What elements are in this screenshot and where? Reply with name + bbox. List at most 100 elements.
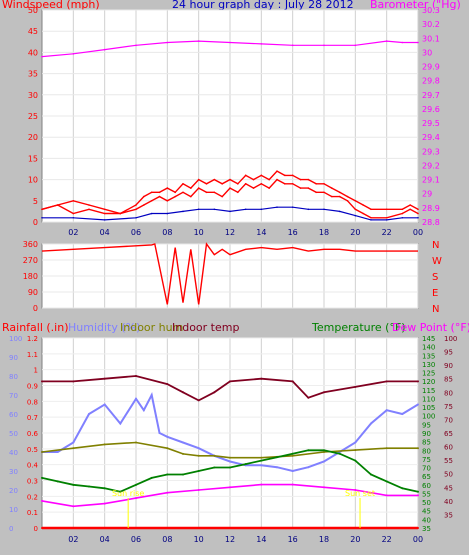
series-indoor-hum-point <box>291 454 294 457</box>
series-indoor-hum-point <box>182 452 184 455</box>
chart-title: 24 hour graph day : July 28 2012 <box>172 0 354 11</box>
humidity-tick-70: 70 <box>9 392 18 400</box>
rain-time-tick-18: 18 <box>319 535 329 544</box>
series-wind-gust-mph-point <box>72 200 75 202</box>
series-barometer-hg-point <box>197 40 200 42</box>
barometer-tick-labels: 28.8 28.9 29 29.1 29.2 29.3 29.4 29.5 29.6 29.7 29… <box>422 6 440 227</box>
series-average-wind-mph-point <box>197 208 200 211</box>
temperature-tick-80: 80 <box>422 447 431 455</box>
direction-grid <box>42 243 419 309</box>
series-wind-gust-mph-point <box>88 204 90 206</box>
series-wind-gust-mph-point <box>268 178 270 181</box>
direction-tick-90: 90 <box>28 288 38 297</box>
windspeed-tick-20: 20 <box>28 133 38 142</box>
series-wind-gust-mph-point <box>354 200 357 202</box>
series-wind-gust-mph-point <box>56 204 59 206</box>
temperature-tick-50: 50 <box>422 499 431 507</box>
series-windspeed-mph-point <box>158 195 161 198</box>
series-temperature-f-point <box>213 466 216 469</box>
series-windspeed-mph-point <box>190 195 192 198</box>
series-humidity-point <box>103 403 106 406</box>
direction-tick-0: 0 <box>33 304 38 313</box>
compass-label-4: N <box>432 304 439 315</box>
humidity-tick-60: 60 <box>9 411 18 419</box>
series-wind-gust-mph-point <box>143 195 145 198</box>
dewpoint-tick-85: 85 <box>444 376 453 384</box>
windspeed-tick-50: 50 <box>28 6 38 15</box>
series-indoor-temp-point <box>307 396 310 399</box>
temperature-tick-labels: 3540455055606570758085909510010511011512… <box>422 335 435 533</box>
series-average-wind-mph-point <box>401 216 404 219</box>
series-indoor-hum-point <box>197 454 200 457</box>
series-humidity-point <box>197 447 200 450</box>
series-indoor-temp-point <box>182 391 184 394</box>
series-average-wind-mph-point <box>103 219 106 221</box>
series-windspeed-mph-point <box>88 208 90 211</box>
series-windspeed-mph-point <box>268 187 270 189</box>
barometer-tick-29-1: 29.1 <box>422 176 440 185</box>
series-indoor-hum-point <box>417 447 419 450</box>
series-average-wind-mph-point <box>41 216 43 219</box>
humidity-tick-90: 90 <box>9 354 18 362</box>
series-wind-gust-mph-point <box>299 178 302 181</box>
series-barometer-hg-point <box>41 55 43 58</box>
series-wind-gust-mph-point <box>205 183 208 185</box>
series-barometer-hg-point <box>354 44 357 47</box>
series-wind-gust-mph-point <box>135 204 137 206</box>
series-average-wind-mph-line <box>42 206 418 221</box>
series-windspeed-mph-point <box>385 216 388 219</box>
humidity-tick-30: 30 <box>9 468 18 476</box>
series-indoor-temp-point <box>166 383 169 386</box>
barometer-tick-29-7: 29.7 <box>422 91 440 100</box>
temperature-tick-85: 85 <box>422 439 431 447</box>
series-wind-gust-mph-point <box>323 183 325 185</box>
rainfall-tick-0-3: 0.3 <box>27 478 38 486</box>
rainfall-tick-0-6: 0.6 <box>27 430 39 438</box>
series-wind-gust-mph-point <box>213 178 216 181</box>
series-temperature-f-point <box>135 483 137 486</box>
series-humidity-point <box>276 466 278 469</box>
series-average-wind-mph-point <box>291 206 294 208</box>
series-wind-gust-mph-point <box>158 191 161 194</box>
series-wind-gust-mph-point <box>244 174 247 177</box>
rain-time-tick-20: 20 <box>350 535 360 544</box>
series-windspeed-mph-point <box>197 187 200 189</box>
series-humidity-point <box>182 441 184 444</box>
dewpoint-tick-100: 100 <box>444 335 457 343</box>
series-average-wind-mph-point <box>150 212 153 215</box>
temperature-tick-145: 145 <box>422 335 435 343</box>
series-wind-gust-mph-point <box>166 187 169 189</box>
series-wind-gust-mph-point <box>119 212 122 215</box>
series-indoor-temp-point <box>229 380 231 383</box>
series-humidity-point <box>142 409 145 412</box>
series-dew-point-f-point <box>135 497 137 500</box>
temperature-tick-60: 60 <box>422 482 431 490</box>
series-wind-gust-mph-point <box>409 204 411 206</box>
series-temperature-f-point <box>354 459 357 462</box>
series-windspeed-mph-point <box>103 212 106 215</box>
series-windspeed-mph-point <box>362 212 364 215</box>
humidity-tick-20: 20 <box>9 487 18 495</box>
series-temperature-f-point <box>229 466 231 469</box>
series-windspeed-mph-point <box>166 200 169 202</box>
series-dew-point-f-point <box>417 494 419 497</box>
series-indoor-hum-point <box>229 456 231 459</box>
series-barometer-hg-point <box>72 53 75 55</box>
temperature-tick-130: 130 <box>422 361 435 369</box>
series-wind-gust-mph-point <box>291 174 294 177</box>
direction-series-group <box>41 242 418 305</box>
series-temperature-f-point <box>103 487 106 490</box>
rain-time-tick-00: 00 <box>413 535 423 544</box>
rain-time-tick-10: 10 <box>194 535 204 544</box>
series-windspeed-mph-point <box>276 178 278 181</box>
barometer-tick-29-4: 29.4 <box>422 133 440 142</box>
series-indoor-hum-point <box>323 451 325 453</box>
series-windspeed-mph-point <box>299 187 302 189</box>
series-temperature-f-point <box>323 449 325 452</box>
series-average-wind-mph-point <box>135 216 137 219</box>
series-humidity-point <box>135 397 137 400</box>
series-windspeed-mph-point <box>338 195 341 198</box>
temperature-tick-40: 40 <box>422 516 431 524</box>
series-average-wind-mph-point <box>213 208 216 211</box>
series-barometer-hg-line <box>41 40 418 58</box>
